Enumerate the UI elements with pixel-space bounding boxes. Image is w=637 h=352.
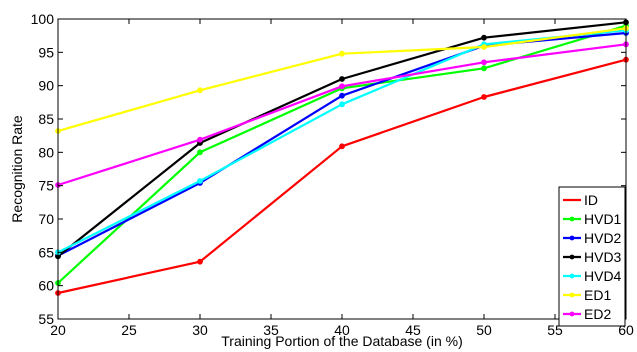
y-tick-label: 55 — [38, 311, 54, 327]
legend-label: HVD4 — [584, 268, 622, 284]
data-point-ed2 — [339, 83, 345, 90]
legend-label: HVD1 — [584, 211, 622, 227]
legend-label: ED1 — [584, 287, 611, 303]
y-tick-label: 60 — [38, 278, 54, 294]
data-point-hvd4 — [197, 178, 203, 184]
data-point-ed2 — [197, 136, 203, 143]
legend-marker — [569, 311, 575, 317]
data-point-hvd3 — [481, 34, 487, 41]
data-point-id — [481, 94, 487, 100]
x-axis-title: Training Portion of the Database (in %) — [221, 333, 463, 349]
legend-label: ED2 — [584, 306, 611, 322]
y-axis-title: Recognition Rate — [9, 115, 25, 223]
x-tick-label: 20 — [50, 322, 66, 338]
x-tick-label: 30 — [192, 322, 208, 338]
y-tick-label: 85 — [38, 111, 54, 127]
data-point-hvd1 — [481, 65, 487, 72]
data-point-ed1 — [339, 50, 345, 57]
data-point-ed1 — [197, 87, 203, 94]
y-tick-label: 70 — [38, 211, 54, 227]
plot-area — [58, 19, 626, 319]
x-tick-label: 50 — [476, 322, 492, 338]
legend-marker — [569, 292, 575, 298]
y-tick-label: 65 — [38, 244, 54, 260]
y-tick-label: 80 — [38, 144, 54, 160]
legend-marker — [569, 273, 575, 279]
x-tick-label: 35 — [263, 322, 279, 338]
legend: ID HVD1 HVD2 HVD3 HVD4 ED1 ED2 — [558, 186, 626, 327]
data-point-hvd1 — [197, 149, 203, 156]
y-tick-label: 75 — [38, 178, 54, 194]
data-point-id — [339, 143, 345, 150]
legend-label: HVD3 — [584, 249, 622, 265]
x-tick-label: 40 — [334, 322, 350, 338]
data-point-hvd3 — [339, 76, 345, 82]
data-point-ed1 — [481, 44, 487, 50]
legend-marker — [569, 254, 575, 260]
legend-marker — [569, 216, 575, 222]
data-point-hvd2 — [339, 92, 345, 99]
x-tick-label: 25 — [121, 322, 137, 338]
legend-label: ID — [584, 192, 598, 208]
data-point-ed2 — [481, 59, 487, 66]
legend-marker — [569, 235, 575, 241]
x-tick-label: 45 — [405, 322, 421, 338]
data-point-id — [197, 258, 203, 265]
legend-label: HVD2 — [584, 230, 622, 246]
y-tick-label: 95 — [38, 44, 54, 60]
y-tick-label: 100 — [31, 11, 55, 27]
y-tick-label: 90 — [38, 78, 54, 94]
data-point-hvd4 — [339, 101, 345, 108]
